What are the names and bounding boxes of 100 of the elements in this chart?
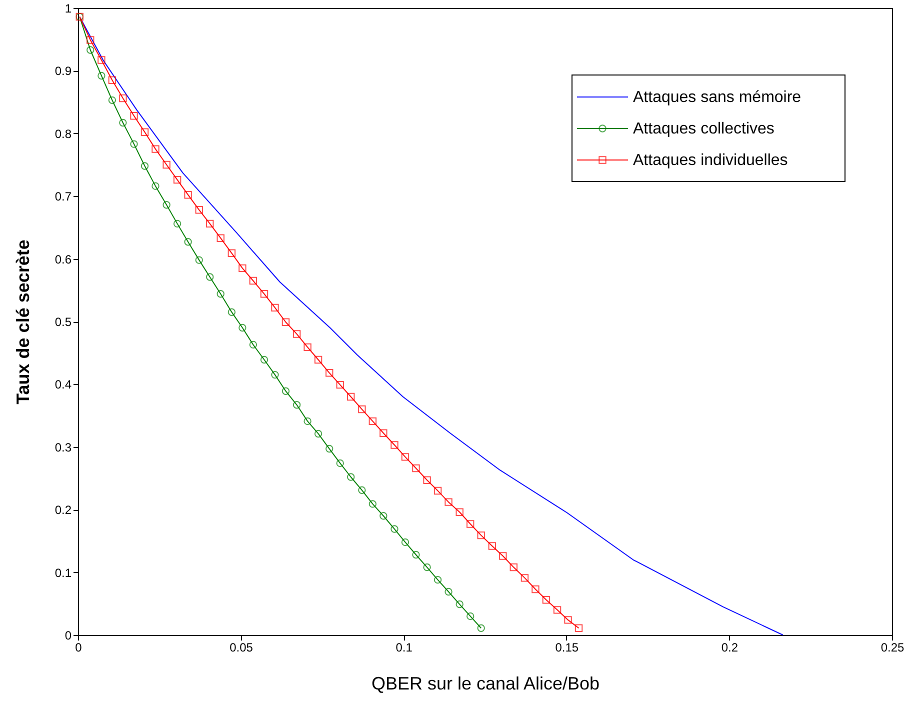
x-tick-label: 0.05 <box>230 640 254 654</box>
point <box>477 624 485 632</box>
point <box>216 290 224 298</box>
point <box>184 190 192 199</box>
point <box>152 182 160 190</box>
point <box>108 96 116 104</box>
point <box>98 56 106 64</box>
point <box>271 304 279 312</box>
y-tick-label: 0.6 <box>54 252 72 266</box>
point <box>326 369 334 377</box>
point <box>368 417 377 426</box>
point <box>184 238 192 246</box>
point <box>412 550 420 559</box>
point <box>304 343 312 352</box>
point <box>466 612 474 620</box>
point <box>228 249 236 258</box>
point <box>292 401 301 409</box>
point <box>260 356 268 364</box>
point <box>119 118 127 127</box>
point <box>216 234 224 242</box>
point <box>86 46 94 54</box>
x-tick-label: 0 <box>75 640 82 654</box>
y-tick-label: 0.2 <box>54 503 72 518</box>
point <box>195 256 203 264</box>
point <box>456 508 464 516</box>
point <box>130 140 138 148</box>
point <box>314 430 322 438</box>
point <box>456 600 464 608</box>
x-tick-label: 0.2 <box>721 640 738 654</box>
point <box>401 453 410 461</box>
legend-label: Attaques sans mémoire <box>633 89 802 106</box>
x-tick-label: 0.25 <box>880 640 904 654</box>
point <box>249 276 258 285</box>
y-tick-label: 0.1 <box>54 566 72 580</box>
point <box>206 220 214 228</box>
point <box>358 486 366 494</box>
y-tick-label: 0.7 <box>54 190 72 204</box>
point <box>542 596 550 604</box>
point <box>390 525 398 533</box>
point <box>238 324 246 332</box>
y-tick-label: 0.5 <box>54 315 72 329</box>
point <box>292 330 301 338</box>
point <box>282 387 290 395</box>
point <box>314 356 322 364</box>
point <box>195 206 203 214</box>
point <box>86 36 94 44</box>
point <box>412 464 420 472</box>
point <box>390 441 398 449</box>
point <box>140 128 149 136</box>
y-tick-label: 0.9 <box>54 64 72 78</box>
point <box>152 145 160 153</box>
point <box>228 308 236 316</box>
point <box>282 318 290 326</box>
point <box>304 417 312 426</box>
point <box>162 201 170 209</box>
y-tick-label: 0 <box>64 628 72 642</box>
point <box>380 429 388 437</box>
y-tick-label: 0.3 <box>54 440 72 454</box>
point <box>271 370 279 379</box>
point <box>380 512 388 520</box>
legend-label: Attaques individuelles <box>633 152 788 169</box>
point <box>249 340 258 349</box>
point <box>423 563 431 572</box>
point <box>434 486 442 495</box>
point <box>466 520 474 528</box>
point <box>119 94 127 102</box>
point <box>434 576 442 584</box>
point <box>326 444 334 453</box>
point <box>574 624 583 632</box>
point <box>140 162 149 170</box>
point <box>130 112 138 120</box>
point <box>336 459 344 468</box>
point <box>347 392 355 401</box>
point <box>423 476 431 484</box>
x-tick-label: 0.1 <box>396 640 413 654</box>
point <box>444 588 452 596</box>
point <box>477 531 485 540</box>
point <box>532 585 540 594</box>
point <box>368 500 377 508</box>
point <box>488 542 496 550</box>
y-tick-label: 0.8 <box>54 126 72 141</box>
point <box>347 473 355 481</box>
point <box>499 552 507 560</box>
point <box>162 160 170 169</box>
y-tick-label: 0.4 <box>54 378 72 392</box>
y-axis-title: Taux de clé secrète <box>12 240 33 404</box>
point <box>520 574 529 582</box>
legend-label: Attaques collectives <box>633 120 774 138</box>
point <box>564 616 572 624</box>
y-tick-label: 1 <box>64 2 72 16</box>
point <box>260 290 268 298</box>
point <box>444 498 452 506</box>
point <box>553 606 562 614</box>
point <box>108 76 116 84</box>
point <box>206 273 214 281</box>
point <box>336 380 344 389</box>
point <box>98 72 106 80</box>
x-tick-label: 0.15 <box>555 640 579 654</box>
point <box>358 405 366 414</box>
x-axis-title: QBER sur le canal Alice/Bob <box>371 674 600 694</box>
